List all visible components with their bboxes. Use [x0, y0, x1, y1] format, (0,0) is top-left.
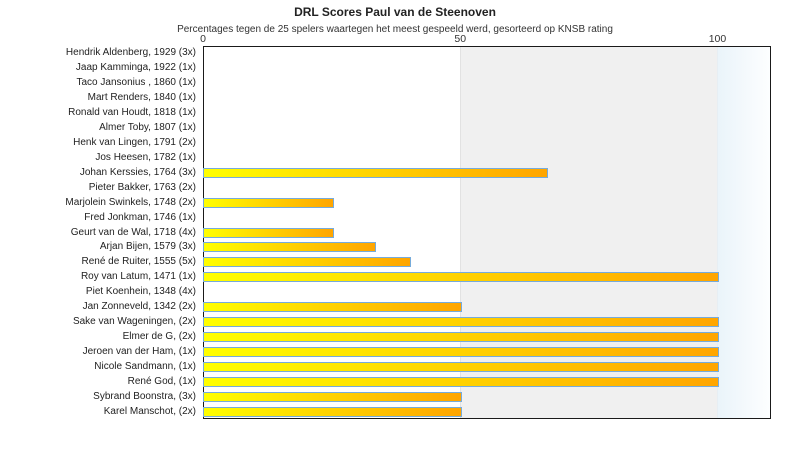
y-axis-label: Johan Kerssies, 1764 (3x)	[79, 166, 196, 178]
bar-track	[203, 180, 771, 195]
bar[interactable]	[203, 376, 720, 387]
chart-row: René God, (1x)	[0, 374, 771, 389]
y-axis-label: Almer Toby, 1807 (1x)	[99, 122, 196, 134]
bar-track	[203, 255, 771, 270]
bar[interactable]	[203, 242, 377, 253]
bar[interactable]	[203, 302, 463, 313]
bar-track	[203, 46, 771, 61]
bar-track	[203, 300, 771, 315]
bar-track	[203, 404, 771, 419]
bar-track	[203, 195, 771, 210]
y-axis-label: Roy van Latum, 1471 (1x)	[80, 271, 196, 283]
y-axis-label: Jaap Kamminga, 1922 (1x)	[75, 62, 196, 74]
chart-row: Sybrand Boonstra, (3x)	[0, 389, 771, 404]
chart-row: Geurt van de Wal, 1718 (4x)	[0, 225, 771, 240]
chart-row: Jos Heesen, 1782 (1x)	[0, 150, 771, 165]
bar-track	[203, 285, 771, 300]
bar-track	[203, 240, 771, 255]
y-axis-label: Ronald van Houdt, 1818 (1x)	[68, 107, 196, 119]
bar-track	[203, 136, 771, 151]
chart-row: Johan Kerssies, 1764 (3x)	[0, 165, 771, 180]
bar[interactable]	[203, 197, 334, 208]
chart-row: Mart Renders, 1840 (1x)	[0, 91, 771, 106]
y-axis-label: Hendrik Aldenberg, 1929 (3x)	[65, 47, 196, 59]
chart-row: Arjan Bijen, 1579 (3x)	[0, 240, 771, 255]
y-axis-label: Geurt van de Wal, 1718 (4x)	[70, 226, 196, 238]
bar-track	[203, 165, 771, 180]
bar[interactable]	[203, 391, 463, 402]
chart-row: Marjolein Swinkels, 1748 (2x)	[0, 195, 771, 210]
band-over-100	[716, 47, 770, 418]
y-axis-label: Henk van Lingen, 1791 (2x)	[73, 136, 196, 148]
bar-track	[203, 61, 771, 76]
chart-row: Jan Zonneveld, 1342 (2x)	[0, 300, 771, 315]
y-axis-label: Jan Zonneveld, 1342 (2x)	[82, 301, 196, 313]
y-axis-label: Taco Jansonius , 1860 (1x)	[76, 77, 196, 89]
chart-row: Jaap Kamminga, 1922 (1x)	[0, 61, 771, 76]
y-axis-label: Mart Renders, 1840 (1x)	[87, 92, 196, 104]
y-axis-label: Pieter Bakker, 1763 (2x)	[88, 181, 196, 193]
bar[interactable]	[203, 346, 720, 357]
bar-track	[203, 315, 771, 330]
chart-title: DRL Scores Paul van de Steenoven	[294, 5, 496, 19]
bar[interactable]	[203, 361, 720, 372]
chart-row: Elmer de G, (2x)	[0, 330, 771, 345]
bar[interactable]	[203, 167, 549, 178]
x-axis-tick-label: 50	[454, 33, 467, 45]
bar-track	[203, 344, 771, 359]
chart-row: Nicole Sandmann, (1x)	[0, 359, 771, 374]
chart-area: Hendrik Aldenberg, 1929 (3x) Jaap Kamming…	[0, 46, 790, 419]
bar[interactable]	[203, 257, 411, 268]
y-axis-label: Sake van Wageningen, (2x)	[72, 316, 196, 328]
chart-row: Jeroen van der Ham, (1x)	[0, 344, 771, 359]
bar-track	[203, 330, 771, 345]
y-axis-label: Piet Koenhein, 1348 (4x)	[85, 286, 196, 298]
bar-track	[203, 225, 771, 240]
bar-track	[203, 374, 771, 389]
chart-row: Sake van Wageningen, (2x)	[0, 315, 771, 330]
bar-track	[203, 150, 771, 165]
chart-row: René de Ruiter, 1555 (5x)	[0, 255, 771, 270]
bar-track	[203, 270, 771, 285]
y-axis-label: René God, (1x)	[127, 375, 196, 387]
chart-row: Fred Jonkman, 1746 (1x)	[0, 210, 771, 225]
bar[interactable]	[203, 272, 720, 283]
y-axis-label: Karel Manschot, (2x)	[103, 405, 196, 417]
y-axis-label: René de Ruiter, 1555 (5x)	[81, 256, 196, 268]
x-axis-tick-label: 100	[708, 33, 727, 45]
x-axis-ticks: 0 50 100	[200, 32, 771, 45]
chart-row: Hendrik Aldenberg, 1929 (3x)	[0, 46, 771, 61]
chart-row: Taco Jansonius , 1860 (1x)	[0, 76, 771, 91]
rows: Hendrik Aldenberg, 1929 (3x) Jaap Kamming…	[0, 46, 771, 419]
y-axis-label: Jos Heesen, 1782 (1x)	[95, 151, 196, 163]
y-axis-label: Arjan Bijen, 1579 (3x)	[99, 241, 196, 253]
y-axis-label: Jeroen van der Ham, (1x)	[82, 345, 196, 357]
chart-row: Piet Koenhein, 1348 (4x)	[0, 285, 771, 300]
y-axis-label: Nicole Sandmann, (1x)	[94, 360, 196, 372]
bar[interactable]	[203, 227, 334, 238]
bar[interactable]	[203, 317, 720, 328]
chart-row: Almer Toby, 1807 (1x)	[0, 121, 771, 136]
bar-track	[203, 121, 771, 136]
y-axis-label: Fred Jonkman, 1746 (1x)	[84, 211, 196, 223]
bar-track	[203, 106, 771, 121]
bar-track	[203, 76, 771, 91]
x-axis-tick-label: 0	[200, 33, 206, 45]
chart-row: Pieter Bakker, 1763 (2x)	[0, 180, 771, 195]
bar-track	[203, 389, 771, 404]
bar-track	[203, 359, 771, 374]
y-axis-label: Marjolein Swinkels, 1748 (2x)	[65, 196, 196, 208]
chart-subtitle: Percentages tegen de 25 spelers waartege…	[177, 24, 613, 35]
chart-row: Karel Manschot, (2x)	[0, 404, 771, 419]
chart-row: Ronald van Houdt, 1818 (1x)	[0, 106, 771, 121]
bar[interactable]	[203, 406, 463, 417]
chart-row: Roy van Latum, 1471 (1x)	[0, 270, 771, 285]
bar-track	[203, 210, 771, 225]
chart-row: Henk van Lingen, 1791 (2x)	[0, 136, 771, 151]
bar-track	[203, 91, 771, 106]
y-axis-label: Elmer de G, (2x)	[122, 330, 196, 342]
bar[interactable]	[203, 331, 720, 342]
y-axis-label: Sybrand Boonstra, (3x)	[93, 390, 196, 402]
